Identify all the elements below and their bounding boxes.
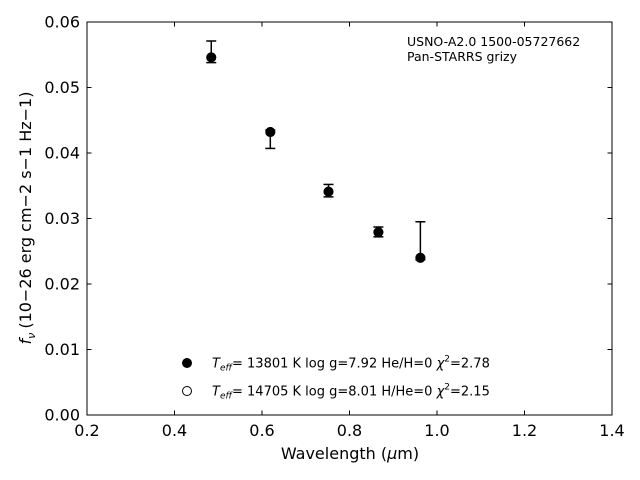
legend-2-chi: χ xyxy=(436,385,446,400)
legend-2-Tsub: eff xyxy=(220,392,234,402)
x-tick-label: 0.4 xyxy=(162,421,187,440)
legend-marker-open xyxy=(182,386,192,396)
legend-2-text: = 14705 K log g=8.01 H/He=0 xyxy=(232,385,437,400)
annotation-line1: USNO-A2.0 1500-05727662 xyxy=(407,34,580,49)
y-tick-label: 0.05 xyxy=(44,78,80,97)
legend-2-chival: =2.15 xyxy=(450,385,490,400)
model-he-point xyxy=(373,227,384,238)
y-tick-label: 0.04 xyxy=(44,144,80,163)
legend-1-T: T xyxy=(212,357,221,372)
y-tick-label: 0.00 xyxy=(44,406,80,425)
data-marks xyxy=(206,40,426,263)
x-tick-label: 0.8 xyxy=(337,421,362,440)
y-tick-label: 0.01 xyxy=(44,340,80,359)
x-tick-label: 1.4 xyxy=(599,421,624,440)
legend-2-T: T xyxy=(212,385,221,400)
legend-1-chisup: 2 xyxy=(444,355,450,365)
x-tick-label: 1.0 xyxy=(424,421,449,440)
x-axis-label: Wavelength (μm) xyxy=(281,444,419,463)
legend-1-Tsub: eff xyxy=(220,364,234,374)
legend: Teff= 13801 K log g=7.92 He/H=0 χ2=2.78 … xyxy=(182,355,490,402)
model-he-point xyxy=(265,127,276,138)
legend-entry-1: Teff= 13801 K log g=7.92 He/H=0 χ2=2.78 xyxy=(212,355,490,374)
x-tick-label: 0.6 xyxy=(249,421,274,440)
y-tick-label: 0.03 xyxy=(44,209,80,228)
y-tick-label: 0.06 xyxy=(44,13,80,32)
legend-1-text: = 13801 K log g=7.92 He/H=0 xyxy=(232,357,437,372)
legend-1-chi: χ xyxy=(436,357,446,372)
y-tick-label: 0.02 xyxy=(44,275,80,294)
axis-ticks: 0.2 0.4 0.6 0.8 1.0 1.2 1.4 0.00 0.01 0.02 0.03 0.0… xyxy=(44,13,624,441)
annotation-line2: Pan-STARRS grizy xyxy=(407,49,518,64)
model-he-point xyxy=(323,186,334,197)
legend-1-chival: =2.78 xyxy=(450,357,490,372)
model-he-point xyxy=(415,252,426,263)
x-tick-label: 0.2 xyxy=(74,421,99,440)
legend-2-chisup: 2 xyxy=(444,383,450,393)
y-axis-label: fν(10−26 erg cm−2 s−1 Hz−1) xyxy=(16,92,38,345)
legend-marker-filled xyxy=(182,358,192,368)
legend-entry-2: Teff= 14705 K log g=8.01 H/He=0 χ2=2.15 xyxy=(212,383,490,402)
model-he-point xyxy=(206,52,217,63)
x-tick-label: 1.2 xyxy=(512,421,537,440)
